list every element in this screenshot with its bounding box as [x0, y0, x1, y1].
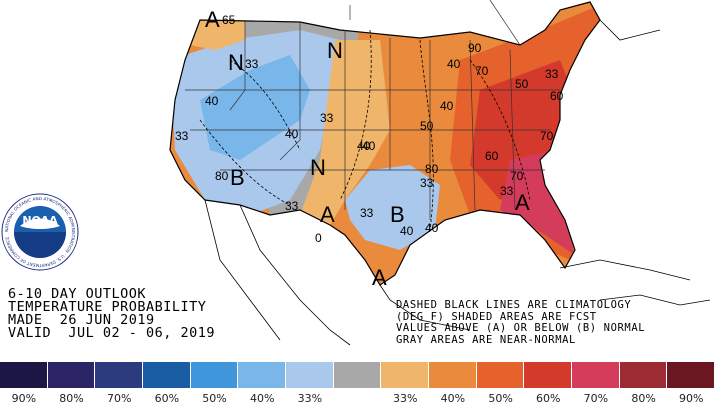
map-value: 40 — [440, 99, 454, 113]
map-values: 65 33 40 33 40 33 40 33 80 90 40 33 50 3… — [175, 13, 564, 245]
noaa-logo: NOAA NATIONAL OCEANIC AND ATMOSPHERIC AD… — [1, 193, 79, 271]
map-value: 70 — [540, 129, 554, 143]
legend-label: 80% — [631, 392, 656, 405]
legend-label: 90% — [679, 392, 704, 405]
map-value: 70 — [510, 169, 524, 183]
legend-label: 90% — [11, 392, 37, 405]
legend-label: 60% — [154, 392, 180, 405]
map-letters: A N B N A B A A N — [205, 7, 530, 290]
map-value: 50 — [515, 77, 529, 91]
map-letter: B — [230, 165, 245, 190]
map-value: 33 — [420, 176, 434, 190]
map-letter: A — [320, 202, 335, 227]
map-value: 33 — [285, 199, 299, 213]
map-letter: N — [327, 38, 343, 63]
title-line: 6-10 DAY OUTLOOK — [8, 286, 147, 302]
legend-label: 80% — [59, 392, 84, 405]
map-letter: N — [228, 50, 244, 75]
note-line: (DEG F) SHADED AREAS ARE FCST — [396, 310, 597, 323]
legend-swatch — [572, 362, 620, 388]
map-value: 33 — [320, 111, 334, 125]
above-normal-southeast — [500, 150, 575, 255]
map-value: 0 — [315, 231, 322, 245]
legend-label: 50% — [488, 392, 513, 405]
legend-label: 60% — [536, 392, 561, 405]
legend-swatch — [47, 362, 96, 388]
map-letter: N — [310, 155, 326, 180]
legend-label: 50% — [202, 392, 227, 405]
map-value: 90 — [468, 41, 482, 55]
legend-swatch — [333, 362, 382, 388]
note-line: DASHED BLACK LINES ARE CLIMATOLOGY — [396, 299, 632, 311]
legend-swatch — [0, 362, 48, 388]
surrounding-coastlines — [204, 19, 711, 346]
legend-swatch — [429, 362, 477, 388]
title-line: VALID JUL 02 - 06, 2019 — [8, 325, 216, 341]
legend-label: 70% — [583, 392, 609, 405]
map-value: 40 — [425, 221, 439, 235]
probability-legend: 90% 80% 70% 60% 50% 40% 33% 33% 40% 50% 60% 70% 80% 9… — [0, 362, 715, 411]
map-notes: DASHED BLACK LINES ARE CLIMATOLOGY (DEG F… — [396, 299, 646, 346]
map-value: 70 — [475, 64, 489, 78]
temperature-outlook-map: A N B N A B A A N 65 33 40 33 40 33 40 3… — [1, 0, 711, 346]
map-value: 33 — [175, 129, 189, 143]
above-normal-northwest — [190, 15, 245, 50]
legend-swatch — [381, 362, 430, 388]
legend-label: 40% — [440, 392, 466, 405]
legend-swatch — [190, 362, 239, 388]
map-value: 80 — [425, 162, 439, 176]
below-normal-west-core — [200, 55, 310, 160]
map-letter: A — [515, 190, 530, 215]
map-value: 40 — [362, 139, 376, 153]
map-value: 40 — [357, 139, 371, 153]
map-value: 40 — [285, 127, 299, 141]
map-value: 80 — [215, 169, 229, 183]
legend-label: 33% — [297, 392, 323, 405]
note-line: GRAY AREAS ARE NEAR-NORMAL — [396, 333, 576, 346]
map-value: 40 — [205, 94, 219, 108]
outlook-title: 6-10 DAY OUTLOOK TEMPERATURE PROBABILITY M… — [8, 286, 216, 341]
map-value: 60 — [485, 149, 499, 163]
climatology-lines — [199, 29, 531, 231]
map-value: 60 — [550, 89, 564, 103]
legend-swatch — [143, 362, 191, 388]
state-lines — [185, 0, 560, 220]
map-value: 33 — [360, 206, 374, 220]
map-value: 40 — [400, 224, 414, 238]
legend-swatch — [476, 362, 525, 388]
map-letter: A — [372, 265, 387, 290]
map-letter: B — [390, 202, 405, 227]
title-line: TEMPERATURE PROBABILITY — [8, 299, 207, 315]
legend-label: 70% — [106, 392, 132, 405]
note-line: VALUES ABOVE (A) OR BELOW (B) NORMAL — [396, 322, 646, 334]
legend-swatches — [0, 362, 715, 388]
map-value: 33 — [545, 67, 559, 81]
map-value: 40 — [447, 57, 461, 71]
legend-swatch — [238, 362, 287, 388]
below-normal-texas — [345, 165, 440, 250]
legend-label: 40% — [249, 392, 275, 405]
map-letter: A — [205, 7, 220, 32]
legend-label — [334, 392, 382, 408]
us-outline — [169, 1, 601, 286]
map-value: 50 — [420, 119, 434, 133]
noaa-logo-text: NOAA — [22, 214, 58, 227]
legend-label: 33% — [392, 392, 418, 405]
legend-swatch — [524, 362, 573, 388]
legend-swatch — [619, 362, 668, 388]
map-value: 65 — [222, 13, 236, 27]
legend-labels: 90% 80% 70% 60% 50% 40% 33% 33% 40% 50% 60% 70% 80% 9… — [0, 392, 715, 408]
legend-swatch — [667, 362, 715, 388]
map-value: 33 — [500, 184, 514, 198]
legend-swatch — [95, 362, 144, 388]
map-value: 33 — [245, 57, 259, 71]
legend-swatch — [286, 362, 334, 388]
title-line: MADE 26 JUN 2019 — [8, 312, 155, 328]
